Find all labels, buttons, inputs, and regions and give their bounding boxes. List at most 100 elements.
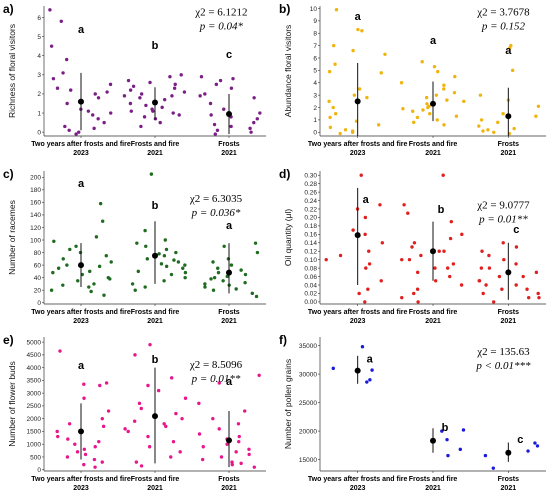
data-point (137, 401, 142, 406)
mean-point (78, 98, 84, 105)
data-point (383, 52, 387, 56)
data-point (169, 272, 174, 277)
data-point (164, 424, 168, 429)
data-point (536, 291, 540, 296)
data-point (424, 95, 429, 100)
data-point (225, 274, 229, 279)
mean-point (505, 269, 512, 276)
data-point (176, 260, 181, 264)
y-axis-label: Number of pollen grains (283, 359, 293, 449)
data-point (214, 82, 219, 87)
data-point (514, 245, 519, 249)
data-point (61, 71, 65, 75)
data-point (212, 122, 217, 127)
y-tick-label: 6 (313, 55, 317, 62)
data-point (134, 460, 139, 464)
data-point (88, 269, 92, 274)
chi-square-stat: χ2 = 9.0777 (476, 200, 530, 212)
y-tick-label: 0.30 (304, 173, 317, 180)
data-point (234, 287, 238, 291)
data-point (419, 253, 423, 258)
x-category-year: 2023 (350, 485, 366, 492)
data-point (76, 279, 80, 283)
y-axis-label: Oil quantity (μl) (283, 209, 293, 266)
data-point (139, 124, 143, 129)
data-point (86, 109, 91, 113)
data-point (501, 241, 505, 245)
chart-panel-e: e) Number of flower buds 0 500 1000 1500 2000 2… (3, 333, 266, 492)
data-point (351, 48, 355, 53)
data-point (533, 441, 537, 445)
data-point (415, 115, 420, 120)
x-category-year: 2021 (147, 485, 163, 492)
data-point (213, 132, 217, 136)
data-point (250, 291, 254, 296)
y-tick-label: 0 (37, 467, 41, 474)
mean-point (226, 111, 232, 118)
data-point (435, 118, 439, 122)
y-tick-label: 4 (313, 80, 317, 87)
data-point (243, 280, 247, 285)
significance-letter: a (226, 220, 233, 232)
data-point (75, 450, 80, 454)
data-point (255, 117, 259, 121)
data-point (350, 130, 355, 134)
data-point (164, 247, 169, 252)
data-point (510, 68, 515, 73)
data-point (174, 250, 178, 255)
data-point (180, 416, 184, 421)
data-point (162, 279, 166, 283)
data-point (367, 249, 371, 253)
x-category-label: Two years after frosts and fire (31, 141, 131, 148)
data-point (135, 241, 139, 245)
data-point (491, 300, 496, 304)
data-point (174, 411, 178, 416)
data-point (162, 422, 166, 426)
data-point (199, 75, 204, 79)
data-point (255, 250, 260, 255)
data-point (514, 262, 518, 266)
data-point (458, 447, 463, 452)
data-point (452, 90, 457, 95)
y-tick-label: 160 (30, 200, 41, 207)
data-point (420, 60, 424, 64)
data-point (61, 283, 65, 287)
panel-letter: d) (279, 167, 290, 181)
data-point (365, 95, 369, 100)
p-value-stat: p < 0.01*** (475, 360, 531, 372)
mean-point (78, 262, 84, 269)
data-point (480, 249, 484, 253)
data-point (442, 249, 446, 253)
data-point (156, 388, 161, 393)
data-point (168, 75, 172, 79)
y-tick-label: 0.00 (304, 299, 317, 306)
data-point (157, 252, 161, 256)
data-point (82, 447, 87, 452)
y-axis-label: Number of flower buds (7, 361, 17, 447)
chi-square-stat: χ2 = 6.1212 (194, 6, 247, 18)
chart-panel-d: d)Oil quantity (μl)0.000.020.040.060.080… (279, 167, 546, 325)
data-point (462, 99, 466, 104)
data-point (487, 253, 491, 258)
data-point (139, 406, 143, 411)
panel-letter: f) (279, 333, 287, 347)
data-point (183, 263, 187, 267)
data-point (208, 101, 213, 106)
data-point (146, 434, 150, 439)
y-tick-label: 4 (37, 53, 41, 60)
data-point (363, 232, 367, 237)
data-point (139, 92, 144, 96)
data-point (352, 93, 357, 97)
data-point (225, 442, 229, 446)
data-point (229, 124, 233, 129)
y-tick-label: 140 (30, 212, 41, 219)
y-tick-label: 10 (310, 6, 318, 13)
x-category-label: Frosts (218, 141, 240, 148)
x-category-label: Frosts (498, 476, 520, 483)
data-point (461, 428, 466, 432)
data-point (236, 422, 241, 426)
x-category-label: Frosts and fire (409, 476, 458, 483)
panel-letter: c) (3, 167, 14, 181)
data-point (477, 279, 481, 283)
data-point (370, 368, 374, 372)
